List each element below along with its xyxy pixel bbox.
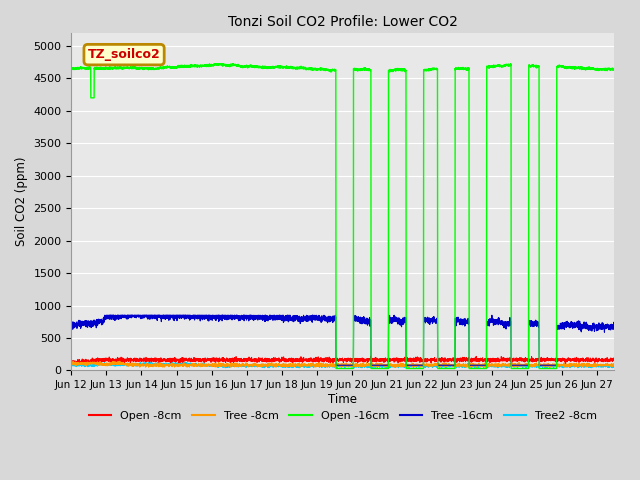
Open -16cm xyxy=(421,68,429,73)
Open -8cm xyxy=(611,359,618,364)
Tree2 -8cm xyxy=(221,365,229,371)
Tree2 -8cm xyxy=(421,364,429,370)
Tree2 -8cm xyxy=(514,364,522,370)
Tree -8cm xyxy=(116,358,124,364)
Tree -16cm xyxy=(68,322,76,327)
Line: Open -8cm: Open -8cm xyxy=(72,356,614,364)
Tree -8cm xyxy=(166,362,174,368)
Open -8cm xyxy=(275,359,283,364)
Line: Open -16cm: Open -16cm xyxy=(72,64,614,369)
Open -8cm xyxy=(421,357,429,362)
Y-axis label: Soil CO2 (ppm): Soil CO2 (ppm) xyxy=(15,157,28,246)
Tree -16cm xyxy=(473,362,481,368)
Open -8cm xyxy=(473,359,481,364)
Tree -8cm xyxy=(141,364,149,370)
Open -16cm xyxy=(611,66,618,72)
Tree -16cm xyxy=(275,312,283,318)
X-axis label: Time: Time xyxy=(328,393,357,406)
Open -8cm xyxy=(394,359,401,365)
Open -16cm xyxy=(166,64,174,70)
Open -8cm xyxy=(72,361,79,367)
Open -8cm xyxy=(514,356,522,362)
Tree -8cm xyxy=(275,362,283,368)
Tree -16cm xyxy=(421,317,429,323)
Text: TZ_soilco2: TZ_soilco2 xyxy=(88,48,161,61)
Open -16cm xyxy=(275,63,283,69)
Open -16cm xyxy=(394,66,401,72)
Tree2 -8cm xyxy=(275,362,283,368)
Open -8cm xyxy=(166,359,174,364)
Tree2 -8cm xyxy=(611,363,618,369)
Tree -16cm xyxy=(101,312,109,318)
Line: Tree -16cm: Tree -16cm xyxy=(72,315,614,365)
Tree -8cm xyxy=(611,360,618,366)
Tree2 -8cm xyxy=(473,362,481,368)
Open -16cm xyxy=(514,366,522,372)
Open -8cm xyxy=(367,353,374,359)
Tree -8cm xyxy=(473,362,481,368)
Open -16cm xyxy=(210,61,218,67)
Line: Tree2 -8cm: Tree2 -8cm xyxy=(72,362,614,368)
Tree2 -8cm xyxy=(147,359,154,365)
Tree -8cm xyxy=(68,359,76,364)
Tree2 -8cm xyxy=(166,361,174,367)
Tree -16cm xyxy=(332,362,340,368)
Open -16cm xyxy=(473,366,481,372)
Open -16cm xyxy=(68,66,76,72)
Tree2 -8cm xyxy=(68,362,76,368)
Tree -16cm xyxy=(611,323,618,329)
Tree -8cm xyxy=(394,361,401,367)
Open -8cm xyxy=(68,360,76,366)
Title: Tonzi Soil CO2 Profile: Lower CO2: Tonzi Soil CO2 Profile: Lower CO2 xyxy=(228,15,458,29)
Tree -8cm xyxy=(421,362,429,368)
Tree2 -8cm xyxy=(394,363,401,369)
Tree -8cm xyxy=(514,363,522,369)
Legend: Open -8cm, Tree -8cm, Open -16cm, Tree -16cm, Tree2 -8cm: Open -8cm, Tree -8cm, Open -16cm, Tree -… xyxy=(84,407,602,426)
Tree -16cm xyxy=(166,314,174,320)
Line: Tree -8cm: Tree -8cm xyxy=(72,361,614,367)
Tree -16cm xyxy=(394,317,401,323)
Tree -16cm xyxy=(514,362,522,368)
Open -16cm xyxy=(332,366,340,372)
